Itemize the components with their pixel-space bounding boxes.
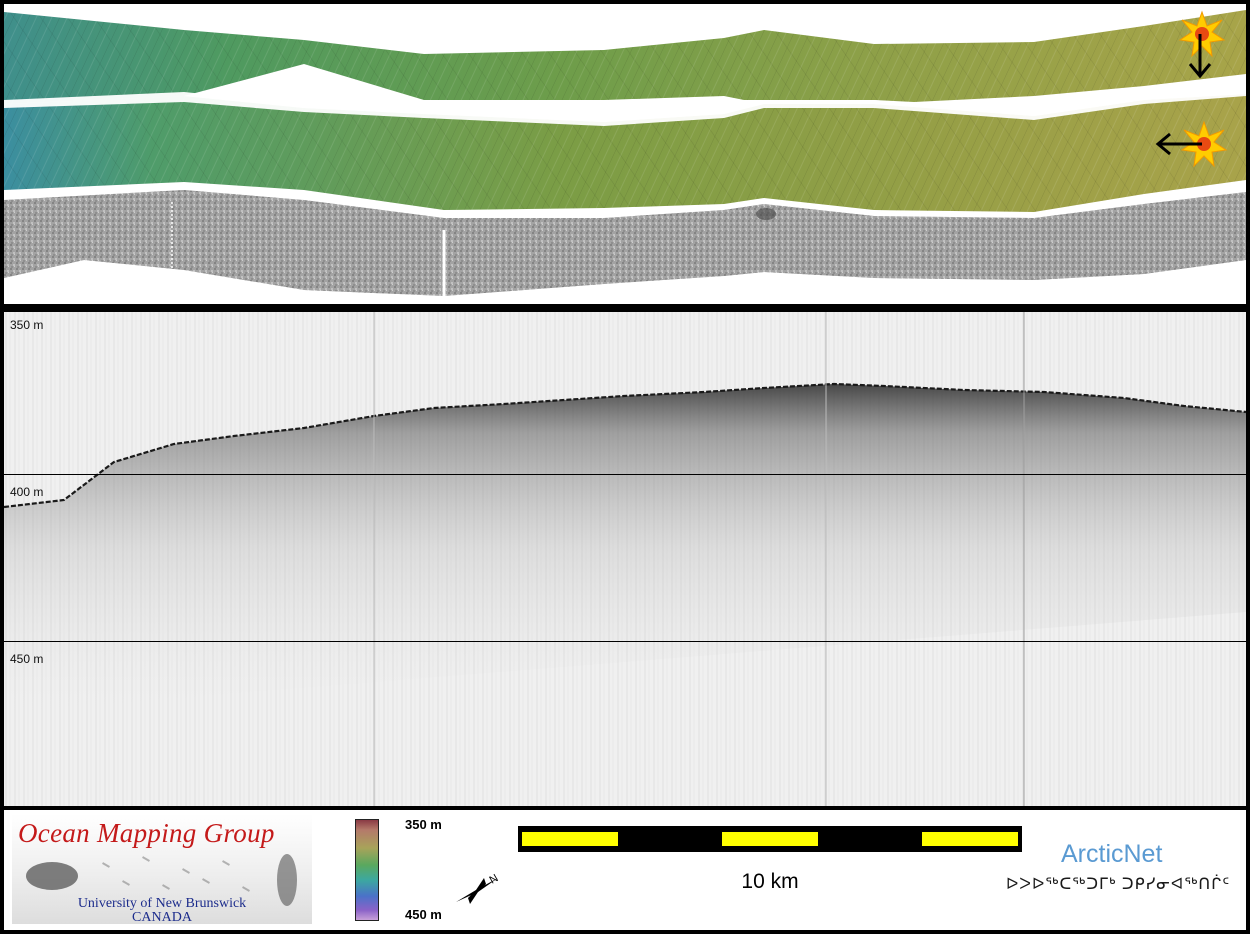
arrow-down-icon [1188, 34, 1212, 79]
profile-svg [4, 312, 1246, 806]
arrow-left-icon [1155, 132, 1202, 156]
backscatter-strip [4, 190, 1246, 296]
swath-svg [4, 4, 1246, 296]
ocean-logo-graphic [26, 854, 297, 906]
scale-segment [722, 832, 818, 846]
scale-segment [922, 832, 1018, 846]
seabed-reflector [4, 384, 1246, 712]
scale-segment [522, 832, 618, 846]
subbottom-profile: 350 m 400 m 450 m [4, 312, 1246, 806]
legend-panel: Ocean Mapping Group University of New Br… [4, 810, 1246, 930]
sun-icon-west [1180, 120, 1228, 168]
depth-label-400: 400 m [10, 485, 44, 499]
depth-label-350: 350 m [10, 318, 44, 332]
scale-bar [518, 826, 1022, 852]
ocean-mapping-group-logo: Ocean Mapping Group University of New Br… [12, 814, 312, 925]
ocean-mapping-university: University of New Brunswick [77, 896, 247, 911]
north-arrow-label: N [488, 872, 501, 886]
scale-bar-label: 10 km [741, 870, 799, 893]
depth-gridline-400 [4, 474, 1246, 475]
depth-colorbar [355, 819, 379, 921]
depth-label-450: 450 m [10, 652, 44, 666]
arcticnet-syllabics: ᐅᐳᐅᖅᑕᖅᑐᒥᒃ ᑐᑭᓯᓂᐊᖅᑎᒌᑦ [1006, 876, 1231, 893]
colorbar-bottom-label: 450 m [405, 907, 442, 922]
swath-panel [4, 4, 1246, 304]
bathymetry-strip-1 [4, 4, 1246, 104]
bathymetry-strip-2 [4, 88, 1246, 212]
north-arrow-icon: N [456, 872, 501, 904]
arcticnet-logo: ArcticNet [1061, 840, 1163, 868]
depth-gridline-450 [4, 641, 1246, 642]
ocean-mapping-country: CANADA [132, 910, 192, 925]
colorbar-top-label: 350 m [405, 817, 442, 832]
ocean-mapping-title: Ocean Mapping Group [18, 818, 275, 848]
